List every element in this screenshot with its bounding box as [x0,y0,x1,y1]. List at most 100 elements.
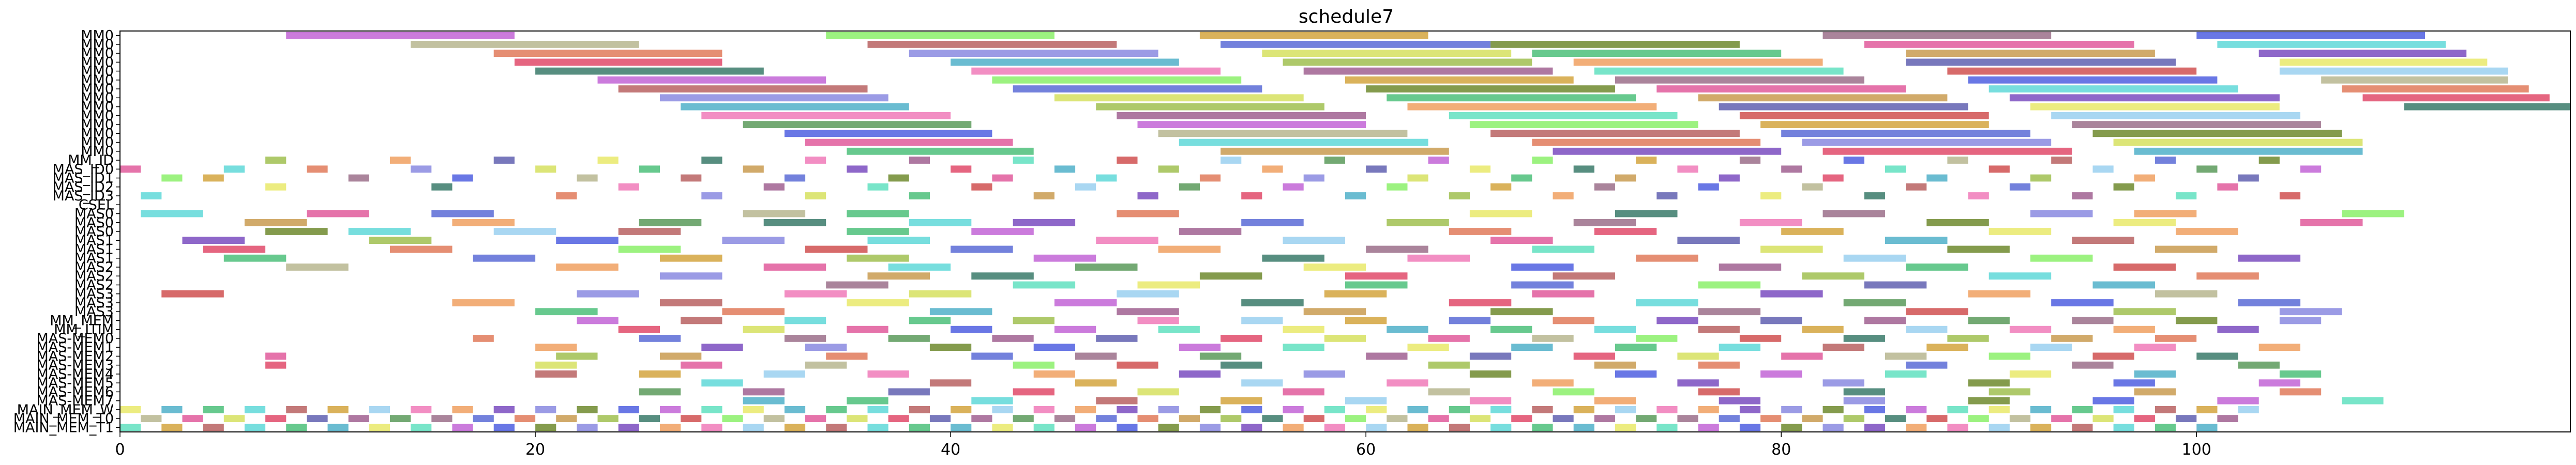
y-tick-label: MAS_ID2 [53,179,114,195]
task-bar [1822,344,1864,351]
task-bar [784,406,806,413]
task-bar [763,370,805,378]
task-bar [556,352,598,360]
task-bar [1947,245,2010,253]
task-bar [1989,228,2052,235]
task-bar [743,397,785,405]
task-bar [1636,335,1678,342]
task-bar [1885,370,1927,378]
task-bar [1490,308,1553,316]
y-tick-label: MAS-MEM4 [37,366,114,382]
task-bar [1989,272,2052,280]
task-bar [1739,424,1761,431]
task-bar [2030,424,2052,431]
task-bar [1532,406,1553,413]
task-bar [1199,406,1221,413]
task-bar [1885,352,1927,360]
task-bar [1449,112,1678,119]
task-bar [1677,352,1719,360]
task-bar [556,415,577,422]
task-bar [141,415,162,422]
task-bar [1469,121,1698,128]
task-bar [1698,361,1740,369]
task-bar [2113,219,2176,226]
task-bar [2258,50,2467,57]
y-tick-label: MM0 [81,90,114,106]
task-bar [1781,406,1802,413]
task-bar [1490,130,1740,137]
task-bar [909,317,951,324]
y-tick-label: MAS-MEM3 [37,358,114,374]
task-bar [1656,192,1678,199]
task-bar [2176,415,2197,422]
task-bar [1594,326,1636,333]
task-bar [2092,352,2134,360]
task-bar [847,228,909,235]
task-bar [1324,290,1387,298]
task-bar [286,264,349,271]
task-bar [1532,157,1553,164]
task-bar [223,415,245,422]
task-bar [2051,335,2093,342]
task-bar [1822,379,1864,387]
task-bar [1615,370,1657,378]
task-bar [452,219,515,226]
task-bar [805,192,826,199]
task-bar [1885,237,1948,244]
task-bar [223,165,245,173]
task-bar [1469,370,1512,378]
task-bar [577,406,598,413]
task-bar [1449,192,1470,199]
task-bar [1345,397,1387,405]
task-bar [1241,424,1262,431]
task-bar [929,344,972,351]
task-bar [1822,174,1844,182]
y-tick-label: MAS_ID0 [53,161,114,177]
task-bar [597,415,619,422]
task-bar [203,245,266,253]
task-bar [929,379,972,387]
task-bar [1615,210,1678,218]
task-bar [1033,192,1054,199]
task-bar [1968,192,1989,199]
task-bar [1636,254,1698,262]
y-tick-label: MAS-MEM0 [37,331,114,347]
task-bar [1303,174,1324,182]
task-bar [2342,397,2384,405]
task-bar [2113,138,2363,146]
task-bar [1864,406,1885,413]
task-bar [307,210,369,218]
task-bar [909,50,1158,57]
task-bar [1532,50,1782,57]
task-bar [784,290,847,298]
task-bar [618,245,681,253]
task-bar [1366,165,1387,173]
task-bar [2176,192,2197,199]
task-bar [1221,157,1242,164]
task-bar [203,174,224,182]
task-bar [390,415,411,422]
task-bar [1179,344,1221,351]
task-bar [1843,254,1906,262]
task-bar [681,317,722,324]
task-bar [1096,397,1138,405]
task-bar [2030,406,2052,413]
task-bar [1221,361,1262,369]
task-bar [286,406,307,413]
task-bar [1387,379,1428,387]
task-bar [1137,121,1366,128]
task-bar [1013,281,1076,289]
task-bar [1926,219,1989,226]
task-bar [1926,344,1968,351]
task-bar [2196,406,2218,413]
task-bar [1511,344,1553,351]
y-tick-label: MM0 [81,37,114,53]
task-bar [2072,406,2093,413]
task-bar [2072,192,2093,199]
y-tick-label: MM0 [81,72,114,88]
task-bar [1490,326,1532,333]
task-bar [1158,245,1221,253]
task-bar [1594,67,1844,75]
task-bar [223,254,287,262]
task-bar [2030,254,2093,262]
